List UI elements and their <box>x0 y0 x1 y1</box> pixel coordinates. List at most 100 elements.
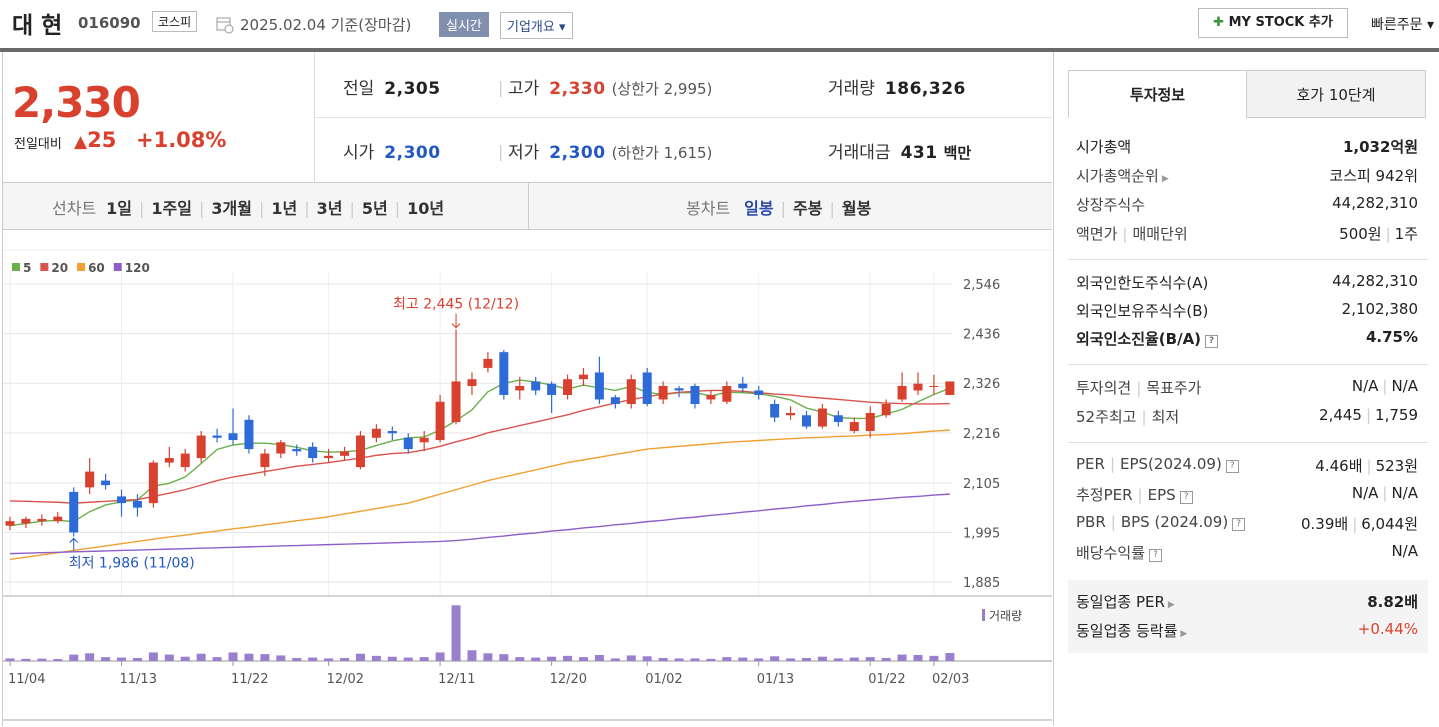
candle-body <box>371 428 381 438</box>
period-option[interactable]: 3년 <box>316 199 343 218</box>
tab[interactable]: 호가 10단계 <box>1247 70 1426 118</box>
quote-item: 저가 2,300 (하한가 1,615) <box>508 138 712 163</box>
info-value: 4.46배 | 523원 <box>1315 455 1418 476</box>
divider: | <box>1385 225 1391 243</box>
candle-body <box>802 415 811 427</box>
period-option[interactable]: 1년 <box>271 199 298 218</box>
period-group: 선차트 1일 | 1주일 | 3개월 | 1년 | 3년 | 5년 | 10년 <box>52 195 444 219</box>
candle-body <box>355 435 365 468</box>
divider: | <box>1141 408 1147 426</box>
period-sep: | <box>780 199 787 218</box>
volume-bar <box>355 653 365 661</box>
arrow-icon: ▶ <box>1180 629 1188 639</box>
volume-bar <box>324 658 334 661</box>
candle-body <box>913 383 923 391</box>
moving-average <box>9 379 951 527</box>
period-sep: | <box>304 199 310 218</box>
info-value: +0.44% <box>1358 620 1418 638</box>
volume-bar <box>69 654 79 661</box>
info-value-part: 4.46배 <box>1315 457 1363 475</box>
left-panel <box>2 52 1054 726</box>
info-value: 4.75% <box>1366 328 1418 346</box>
divider: | <box>1122 225 1128 243</box>
period-option[interactable]: 1일 <box>106 199 133 218</box>
volume-bar <box>594 655 604 661</box>
change: ▲25 <box>74 128 117 152</box>
volume-bar <box>833 658 843 661</box>
period-option[interactable]: 주봉 <box>793 199 823 218</box>
period-divider <box>528 182 529 229</box>
period-option[interactable]: 5년 <box>361 199 388 218</box>
info-label: 52주최고 <box>1076 408 1137 426</box>
volume-bar <box>658 658 668 661</box>
period-sep: | <box>394 199 401 218</box>
quote-item: 전일 2,305 <box>343 74 441 99</box>
volume-bar <box>547 656 557 661</box>
info-label: 액면가 <box>1076 225 1118 243</box>
candle-body <box>578 374 588 380</box>
candle-body <box>531 381 541 391</box>
mystock-label: MY STOCK 추가 <box>1228 15 1333 30</box>
legend-swatch <box>12 263 20 271</box>
volume-bar <box>722 657 732 661</box>
change-pct: +1.08% <box>136 128 227 152</box>
tab[interactable]: 투자정보 <box>1068 70 1247 118</box>
candle-body <box>451 381 461 423</box>
info-row: PER | EPS(2024.09)? 4.46배 | 523원 <box>1076 455 1418 476</box>
info-label: 시가총액 <box>1076 138 1132 156</box>
quick-label: 빠른주문 <box>1371 17 1423 33</box>
volume-bar <box>117 657 127 661</box>
candle-body <box>228 433 238 441</box>
info-value-part: 6,044원 <box>1361 515 1418 533</box>
info-value-part: 44,282,310 <box>1332 272 1418 290</box>
volume-bar <box>706 658 716 661</box>
annotation: 최고 2,445 (12/12) <box>393 297 519 313</box>
period-option[interactable]: 1주일 <box>151 199 192 218</box>
volume-bar <box>53 659 63 661</box>
realtime-button[interactable]: 실시간 <box>439 12 489 37</box>
candle-body <box>547 383 557 395</box>
divider: | <box>1136 379 1142 397</box>
candle-body <box>706 394 716 400</box>
help-icon: ? <box>1149 549 1163 562</box>
x-tick-label: 01/22 <box>868 672 905 687</box>
quote-divider <box>314 52 315 182</box>
date-line: 2025.02.04 기준(장마감) <box>240 14 411 35</box>
info-value: 44,282,310 <box>1332 194 1418 212</box>
mystock-button[interactable]: ✚ MY STOCK 추가 <box>1198 8 1348 38</box>
volume-bar <box>164 654 174 661</box>
info-value-part: 1,032억원 <box>1342 138 1418 156</box>
info-value-part: 500원 <box>1339 225 1382 243</box>
candle-body <box>276 442 286 454</box>
candle-body <box>292 449 302 452</box>
quote-row-divider <box>315 117 1052 118</box>
market-badge: 코스피 <box>152 11 198 32</box>
volume-bar <box>85 653 95 661</box>
period-option[interactable]: 월봉 <box>841 199 872 218</box>
moving-average <box>9 493 950 555</box>
x-tick-label: 01/13 <box>757 672 794 687</box>
volume-bar <box>260 654 270 661</box>
volume-bar <box>849 657 859 661</box>
info-value: N/A | N/A <box>1352 484 1418 502</box>
info-value: 코스피 942위 <box>1329 165 1418 186</box>
info-label: 외국인소진율(B/A) <box>1076 330 1202 348</box>
period-option[interactable]: 3개월 <box>211 199 252 218</box>
volume-bar <box>483 653 493 661</box>
candle-body <box>21 518 31 524</box>
x-tick-label: 12/02 <box>327 672 364 687</box>
info-value: 0.39배 | 6,044원 <box>1301 513 1418 534</box>
period-option[interactable]: 일봉 <box>744 199 774 218</box>
info-row: 시가총액 1,032억원 <box>1076 136 1418 157</box>
period-option[interactable]: 10년 <box>407 199 445 218</box>
candle-body <box>594 372 604 400</box>
info-row: 추정PER | EPS? N/A | N/A <box>1076 484 1418 505</box>
volume-legend: 거래량 <box>989 609 1022 623</box>
quote-label: 저가 <box>508 143 540 163</box>
moving-average <box>9 389 950 504</box>
quote-label: 전일 <box>343 79 375 99</box>
quick-order[interactable]: 빠른주문 ▾ <box>1371 17 1435 33</box>
y-tick-label: 2,546 <box>963 278 1000 293</box>
company-button[interactable]: 기업개요 ▾ <box>500 12 573 39</box>
divider: | <box>1366 457 1372 475</box>
